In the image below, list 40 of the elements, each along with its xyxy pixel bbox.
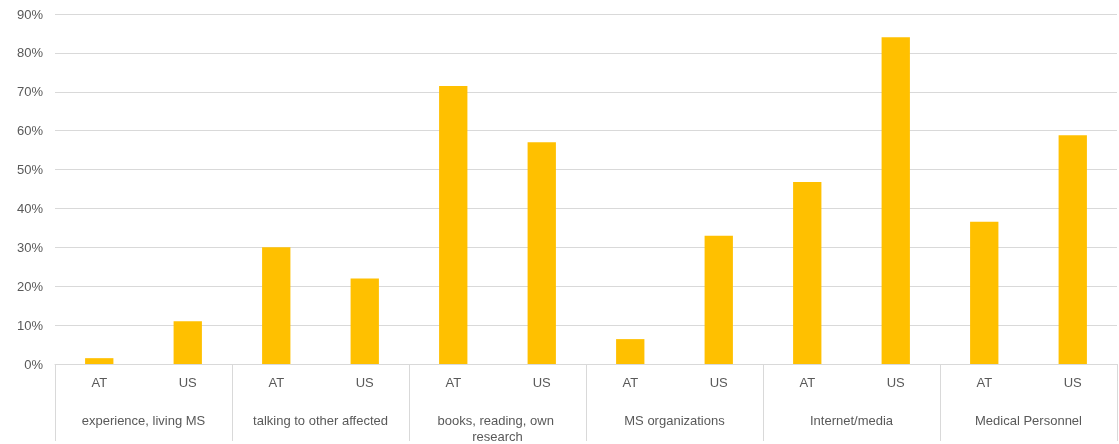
x-tick-label: US [532, 375, 552, 390]
text: experience, living MS [81, 412, 206, 428]
bar [173, 321, 202, 364]
text: talking to other affected [253, 412, 388, 428]
x-tick-label: AT [622, 375, 639, 390]
x-tick-label: AT [91, 375, 108, 390]
x-tick-label: AT [976, 375, 993, 390]
text: Medical Personnel [975, 412, 1083, 428]
bar [793, 182, 822, 364]
x-tick-label: AT [799, 375, 816, 390]
bar [616, 339, 645, 364]
y-tick-label: 30% [16, 239, 44, 255]
bar [1058, 135, 1087, 364]
y-tick-label: 20% [16, 278, 44, 294]
x-tick-label: US [355, 375, 375, 390]
bar [527, 142, 556, 364]
text: Internet/media [809, 412, 894, 428]
y-tick-label: 50% [16, 162, 44, 178]
y-tick-label: 40% [16, 200, 44, 216]
x-tick-label: AT [445, 375, 462, 390]
bar [85, 358, 114, 364]
x-tick-label: US [1063, 375, 1083, 390]
x-tick-label: US [178, 375, 198, 390]
x-tick-label: AT [268, 375, 285, 390]
text: MS organizations [624, 412, 726, 428]
bar [704, 235, 733, 364]
y-tick-label: 80% [16, 45, 44, 61]
x-tick-label: US [709, 375, 729, 390]
x-tick-label: US [886, 375, 906, 390]
y-tick-label: 90% [16, 6, 44, 22]
y-tick-label: 60% [16, 123, 44, 139]
bar [262, 247, 291, 364]
text: books, reading, own research [437, 412, 558, 444]
y-tick-label: 10% [16, 317, 44, 333]
bar [439, 85, 468, 364]
bar [350, 278, 379, 364]
y-tick-label: 70% [16, 84, 44, 100]
y-tick-label: 0% [24, 356, 44, 372]
bar [881, 37, 910, 364]
bar [970, 221, 999, 364]
